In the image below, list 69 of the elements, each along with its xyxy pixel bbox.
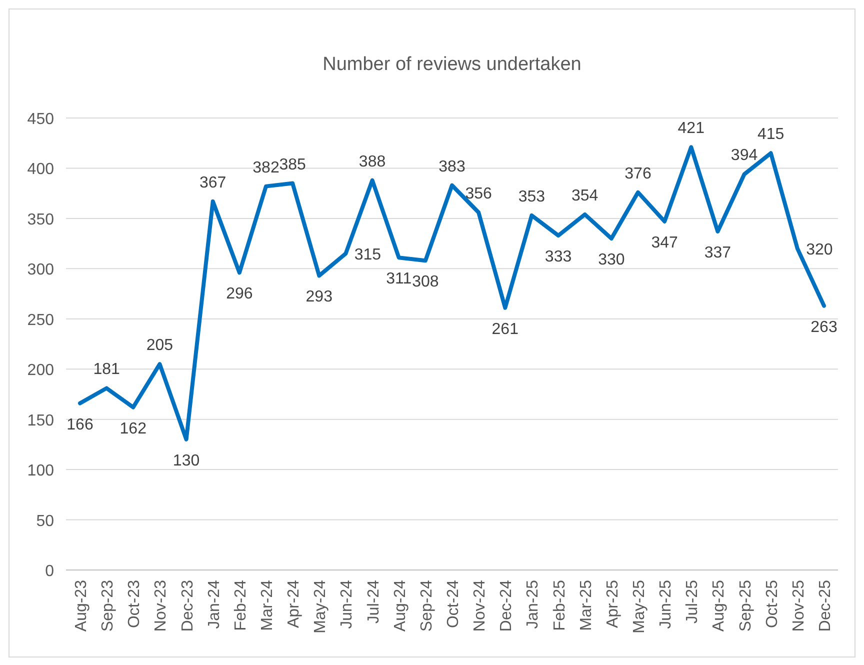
- data-label: 166: [66, 416, 94, 434]
- x-tick-label: Nov-24: [472, 580, 489, 632]
- x-tick-label: Jan-25: [524, 580, 542, 629]
- x-tick-label: Jan-24: [206, 580, 223, 629]
- x-tick-label: Sep-23: [100, 580, 117, 632]
- data-label: 347: [651, 234, 678, 252]
- y-tick-label: 150: [27, 412, 54, 430]
- x-tick-label: Oct-25: [764, 580, 781, 628]
- y-tick-label: 400: [27, 161, 54, 178]
- data-label: 181: [93, 361, 120, 378]
- data-label: 320: [806, 242, 833, 259]
- x-tick-label: Mar-24: [259, 580, 276, 631]
- data-label: 367: [200, 174, 226, 192]
- x-tick-label: Dec-25: [817, 580, 834, 632]
- data-label: 311: [386, 270, 412, 288]
- y-tick-label: 250: [27, 312, 54, 329]
- data-label: 376: [624, 165, 652, 182]
- data-label: 382: [252, 159, 280, 176]
- x-tick-label: May-24: [312, 580, 330, 634]
- y-tick-label: 300: [27, 262, 54, 279]
- data-label: 330: [598, 252, 625, 269]
- y-tick-label: 350: [27, 211, 54, 228]
- x-tick-label: Nov-25: [790, 580, 808, 632]
- x-tick-label: Dec-23: [179, 580, 196, 632]
- data-label: 315: [354, 246, 382, 264]
- x-tick-label: Sep-24: [418, 580, 436, 632]
- y-tick-label: 200: [27, 362, 54, 380]
- chart-title: Number of reviews undertaken: [322, 54, 582, 75]
- x-tick-label: Apr-25: [604, 580, 622, 628]
- data-label: 388: [358, 153, 386, 170]
- x-tick-label: Jul-24: [365, 580, 382, 624]
- data-label: 162: [120, 420, 147, 438]
- data-label: 421: [678, 120, 705, 138]
- x-tick-label: Feb-25: [551, 580, 568, 631]
- data-label: 354: [572, 187, 598, 204]
- data-label: 337: [704, 244, 732, 262]
- x-tick-label: Jun-25: [658, 580, 675, 629]
- data-label: 296: [226, 286, 253, 303]
- x-tick-label: Aug-23: [73, 580, 90, 632]
- data-label: 130: [172, 452, 200, 470]
- x-tick-label: Dec-24: [498, 580, 516, 632]
- data-label: 415: [758, 126, 784, 144]
- data-label: 205: [146, 337, 174, 354]
- y-tick-label: 450: [27, 111, 54, 128]
- y-tick-label: 0: [45, 563, 54, 580]
- data-label: 356: [465, 185, 492, 202]
- data-label: 385: [279, 156, 306, 174]
- data-label: 353: [518, 188, 546, 206]
- x-tick-label: Nov-23: [152, 580, 170, 632]
- x-tick-label: May-25: [631, 580, 648, 634]
- y-tick-label: 100: [27, 462, 54, 480]
- x-tick-label: Apr-24: [286, 580, 303, 628]
- x-tick-label: Jul-25: [684, 580, 702, 624]
- data-label: 263: [810, 318, 838, 336]
- data-label: 333: [544, 248, 572, 266]
- x-tick-label: Sep-25: [737, 580, 754, 632]
- x-tick-label: Aug-25: [710, 580, 728, 632]
- data-label: 308: [412, 274, 439, 291]
- x-tick-label: Oct-23: [126, 580, 144, 628]
- data-label: 383: [438, 158, 466, 176]
- data-label: 394: [730, 147, 758, 164]
- x-tick-label: Jun-24: [338, 580, 356, 629]
- y-tick-label: 50: [36, 512, 54, 530]
- x-tick-label: Aug-24: [392, 580, 409, 632]
- data-label: 261: [492, 320, 519, 338]
- x-tick-label: Feb-24: [232, 580, 250, 631]
- data-label: 293: [306, 288, 333, 306]
- x-tick-label: Oct-24: [445, 580, 462, 628]
- x-tick-label: Mar-25: [578, 580, 595, 631]
